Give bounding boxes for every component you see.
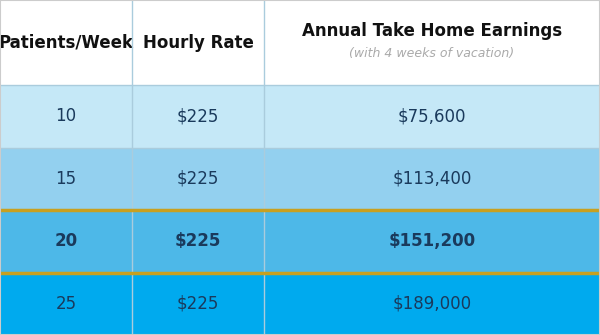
Text: $75,600: $75,600 bbox=[398, 107, 466, 125]
Bar bbox=[0, 0, 600, 85]
Bar bbox=[0, 210, 600, 272]
Text: $225: $225 bbox=[177, 170, 219, 188]
Text: Hourly Rate: Hourly Rate bbox=[143, 34, 253, 52]
Text: $113,400: $113,400 bbox=[392, 170, 472, 188]
Text: Annual Take Home Earnings: Annual Take Home Earnings bbox=[302, 22, 562, 41]
Text: (with 4 weeks of vacation): (with 4 weeks of vacation) bbox=[349, 47, 515, 60]
Bar bbox=[0, 147, 600, 210]
Text: Patients/Week: Patients/Week bbox=[0, 34, 133, 52]
Text: 25: 25 bbox=[55, 295, 77, 313]
Text: 10: 10 bbox=[55, 107, 77, 125]
Text: $189,000: $189,000 bbox=[392, 295, 472, 313]
Text: 15: 15 bbox=[55, 170, 77, 188]
Text: $225: $225 bbox=[177, 295, 219, 313]
Text: $225: $225 bbox=[177, 107, 219, 125]
Bar bbox=[0, 85, 600, 147]
Text: $225: $225 bbox=[175, 232, 221, 250]
Text: $151,200: $151,200 bbox=[388, 232, 476, 250]
Bar bbox=[0, 272, 600, 335]
Text: 20: 20 bbox=[55, 232, 77, 250]
